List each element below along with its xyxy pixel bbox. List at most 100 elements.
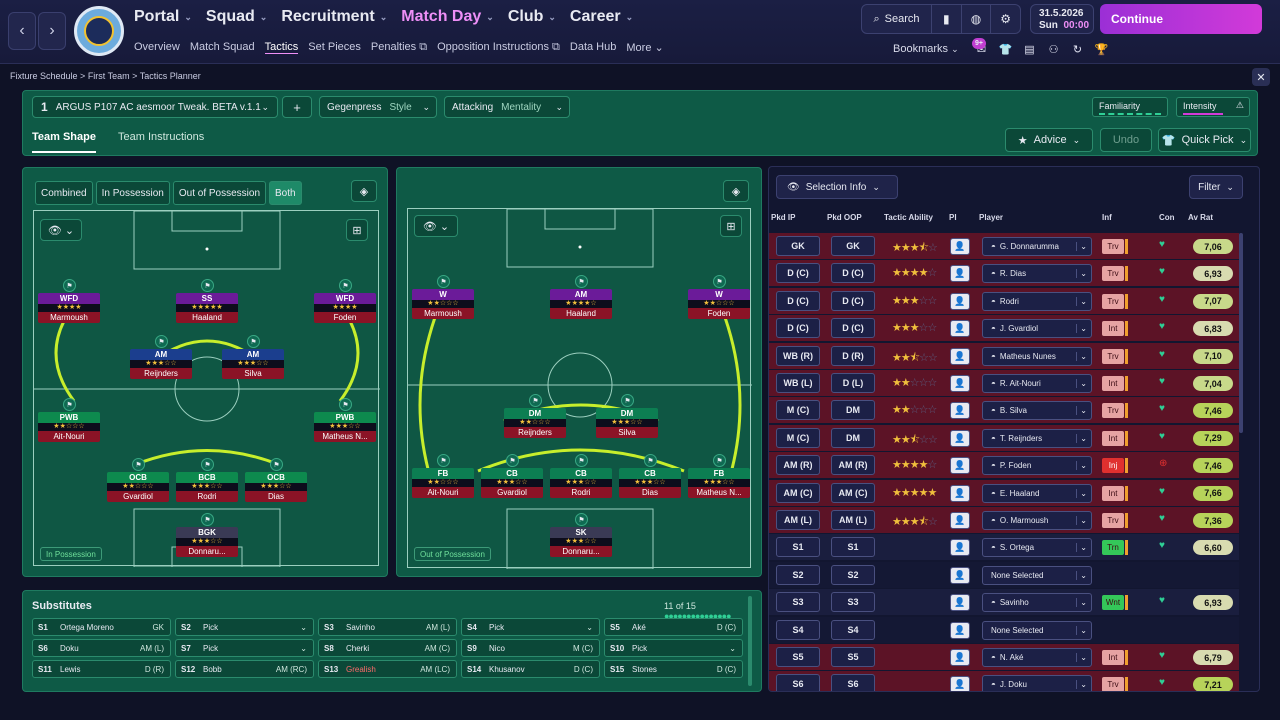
shirt-icon[interactable]: 👕 xyxy=(998,43,1013,56)
player-token[interactable]: ⚑ CB ★★★☆☆ Rodri xyxy=(550,454,612,498)
player-select-dropdown[interactable]: ◓ J. Doku ⌄ xyxy=(982,675,1092,691)
picked-oop-position[interactable]: D (R) xyxy=(831,345,875,366)
column-header[interactable]: Pkd OOP xyxy=(827,213,862,222)
visibility-dropdown[interactable]: 👁 ⌄ xyxy=(40,219,82,241)
player-token[interactable]: ⚑ DM ★★☆☆☆ Reijnders xyxy=(504,394,566,438)
player-instructions-button[interactable]: 👤 xyxy=(950,265,970,283)
nav-recruitment[interactable]: Recruitment ⌄ xyxy=(281,8,387,26)
nav-portal[interactable]: Portal ⌄ xyxy=(134,8,192,26)
substitute-slot[interactable]: S1 Ortega Moreno GK xyxy=(32,618,171,636)
picked-ip-position[interactable]: AM (C) xyxy=(776,482,820,503)
player-instructions-button[interactable]: 👤 xyxy=(950,539,970,557)
player-select-dropdown[interactable]: ◓ B. Silva ⌄ xyxy=(982,401,1092,421)
club-crest[interactable] xyxy=(74,6,124,56)
close-button[interactable]: ✕ xyxy=(1252,68,1270,86)
player-token[interactable]: ⚑ SS ★★★★★ Haaland xyxy=(176,279,238,323)
picked-oop-position[interactable]: D (C) xyxy=(831,318,875,339)
picked-ip-position[interactable]: S2 xyxy=(776,564,820,585)
picked-oop-position[interactable]: S2 xyxy=(831,564,875,585)
info-badge[interactable]: Trv xyxy=(1102,677,1128,691)
picked-ip-position[interactable]: AM (L) xyxy=(776,510,820,530)
picked-oop-position[interactable]: D (C) xyxy=(831,290,875,311)
tactic-options-button[interactable]: ◈ xyxy=(351,180,377,202)
column-header[interactable]: Av Rat xyxy=(1188,213,1214,222)
info-badge[interactable]: Trv xyxy=(1102,513,1128,528)
substitute-slot[interactable]: S5 Aké D (C) xyxy=(604,618,743,636)
player-instructions-button[interactable]: 👤 xyxy=(950,594,970,612)
player-instructions-button[interactable]: 👤 xyxy=(950,292,970,310)
picked-oop-position[interactable]: AM (C) xyxy=(831,482,875,503)
picked-ip-position[interactable]: S5 xyxy=(776,647,820,667)
picked-ip-position[interactable]: GK xyxy=(776,236,820,256)
subnav-more[interactable]: More ⌄ xyxy=(626,41,663,54)
player-token[interactable]: ⚑ FB ★★★☆☆ Matheus N... xyxy=(688,454,750,498)
refresh-icon[interactable]: ↻ xyxy=(1072,43,1083,56)
substitute-slot[interactable]: S11 Lewis D (R) xyxy=(32,660,171,678)
player-token[interactable]: ⚑ AM ★★★★☆ Haaland xyxy=(550,275,612,319)
player-instructions-button[interactable]: 👤 xyxy=(950,649,970,666)
info-badge[interactable]: Int xyxy=(1102,430,1128,446)
nav-match-day[interactable]: Match Day ⌄ xyxy=(401,8,494,26)
nav-squad[interactable]: Squad ⌄ xyxy=(206,8,267,26)
player-select-dropdown[interactable]: ◓ G. Donnarumma ⌄ xyxy=(982,237,1092,256)
picked-oop-position[interactable]: S3 xyxy=(831,592,875,613)
player-token[interactable]: ⚑ OCB ★★★☆☆ Dias xyxy=(245,458,307,502)
tab-team-instructions[interactable]: Team Instructions xyxy=(118,131,205,143)
picked-oop-position[interactable]: D (C) xyxy=(831,263,875,284)
player-select-dropdown[interactable]: ◓ R. Dias ⌄ xyxy=(982,264,1092,284)
player-select-dropdown[interactable]: None Selected ⌄ xyxy=(982,565,1092,585)
bookmark-button[interactable]: ▮ xyxy=(932,5,962,33)
picked-ip-position[interactable]: WB (L) xyxy=(776,373,820,393)
style-dropdown[interactable]: Gegenpress Style ⌄ xyxy=(319,96,437,118)
subnav-match-squad[interactable]: Match Squad xyxy=(190,41,255,54)
player-instructions-button[interactable]: 👤 xyxy=(950,457,970,475)
picked-ip-position[interactable]: AM (R) xyxy=(776,455,820,476)
player-instructions-button[interactable]: 👤 xyxy=(950,347,970,365)
player-select-dropdown[interactable]: ◓ Matheus Nunes ⌄ xyxy=(982,346,1092,366)
info-badge[interactable]: Int xyxy=(1102,376,1128,391)
column-header[interactable]: Tactic Ability xyxy=(884,213,933,222)
globe-button[interactable]: ◍ xyxy=(962,5,992,33)
inbox-icon[interactable]: ✉ xyxy=(976,43,987,56)
picked-ip-position[interactable]: D (C) xyxy=(776,318,820,339)
pitch-settings-button[interactable]: ⊞ xyxy=(720,215,742,237)
player-token[interactable]: ⚑ CB ★★★☆☆ Gvardiol xyxy=(481,454,543,498)
player-token[interactable]: ⚑ PWB ★★★☆☆ Matheus N... xyxy=(314,398,376,442)
player-select-dropdown[interactable]: ◓ O. Marmoush ⌄ xyxy=(982,511,1092,530)
view-tab-in-possession[interactable]: In Possession xyxy=(95,181,170,205)
info-badge[interactable]: Int xyxy=(1102,650,1128,665)
player-token[interactable]: ⚑ BCB ★★★☆☆ Rodri xyxy=(176,458,238,502)
picked-oop-position[interactable]: D (L) xyxy=(831,373,875,393)
subnav-data-hub[interactable]: Data Hub xyxy=(570,41,616,54)
breadcrumb-item[interactable]: First Team xyxy=(87,71,130,81)
player-select-dropdown[interactable]: ◓ Rodri ⌄ xyxy=(982,291,1092,311)
player-token[interactable]: ⚑ OCB ★★☆☆☆ Gvardiol xyxy=(107,458,169,502)
tab-team-shape[interactable]: Team Shape xyxy=(32,131,96,153)
view-tab-out-of-possession[interactable]: Out of Possession xyxy=(172,181,267,205)
undo-button[interactable]: Undo xyxy=(1100,128,1152,152)
info-badge[interactable]: Wnt xyxy=(1102,595,1128,611)
player-select-dropdown[interactable]: ◓ S. Ortega ⌄ xyxy=(982,538,1092,558)
substitute-slot[interactable]: S15 Stones D (C) xyxy=(604,660,743,678)
picked-oop-position[interactable]: S4 xyxy=(831,619,875,640)
player-instructions-button[interactable]: 👤 xyxy=(950,375,970,392)
player-instructions-button[interactable]: 👤 xyxy=(950,484,970,502)
picked-oop-position[interactable]: DM xyxy=(831,400,875,421)
picked-ip-position[interactable]: WB (R) xyxy=(776,345,820,366)
substitute-slot[interactable]: S12 Bobb AM (RC) xyxy=(175,660,314,678)
column-header[interactable]: Pkd IP xyxy=(771,213,796,222)
picked-oop-position[interactable]: AM (R) xyxy=(831,455,875,476)
player-token[interactable]: ⚑ W ★★☆☆☆ Foden xyxy=(688,275,750,319)
player-token[interactable]: ⚑ AM ★★★☆☆ Reijnders xyxy=(130,335,192,379)
player-token[interactable]: ⚑ AM ★★★☆☆ Silva xyxy=(222,335,284,379)
tactic-selector[interactable]: 1 ARGUS P107 AC aesmoor Tweak. BETA v.1.… xyxy=(32,96,278,118)
picked-oop-position[interactable]: S5 xyxy=(831,647,875,667)
bookmarks-dropdown[interactable]: Bookmarks ⌄ xyxy=(893,43,959,55)
player-token[interactable]: ⚑ FB ★★☆☆☆ Ait-Nouri xyxy=(412,454,474,498)
player-select-dropdown[interactable]: ◓ N. Aké ⌄ xyxy=(982,648,1092,667)
picked-ip-position[interactable]: S6 xyxy=(776,674,820,691)
pitch-settings-button[interactable]: ⊞ xyxy=(346,219,368,241)
column-header[interactable]: PI xyxy=(949,213,957,222)
card-icon[interactable]: ▤ xyxy=(1024,43,1035,56)
selection-info-dropdown[interactable]: 👁 Selection Info ⌄ xyxy=(776,175,898,199)
